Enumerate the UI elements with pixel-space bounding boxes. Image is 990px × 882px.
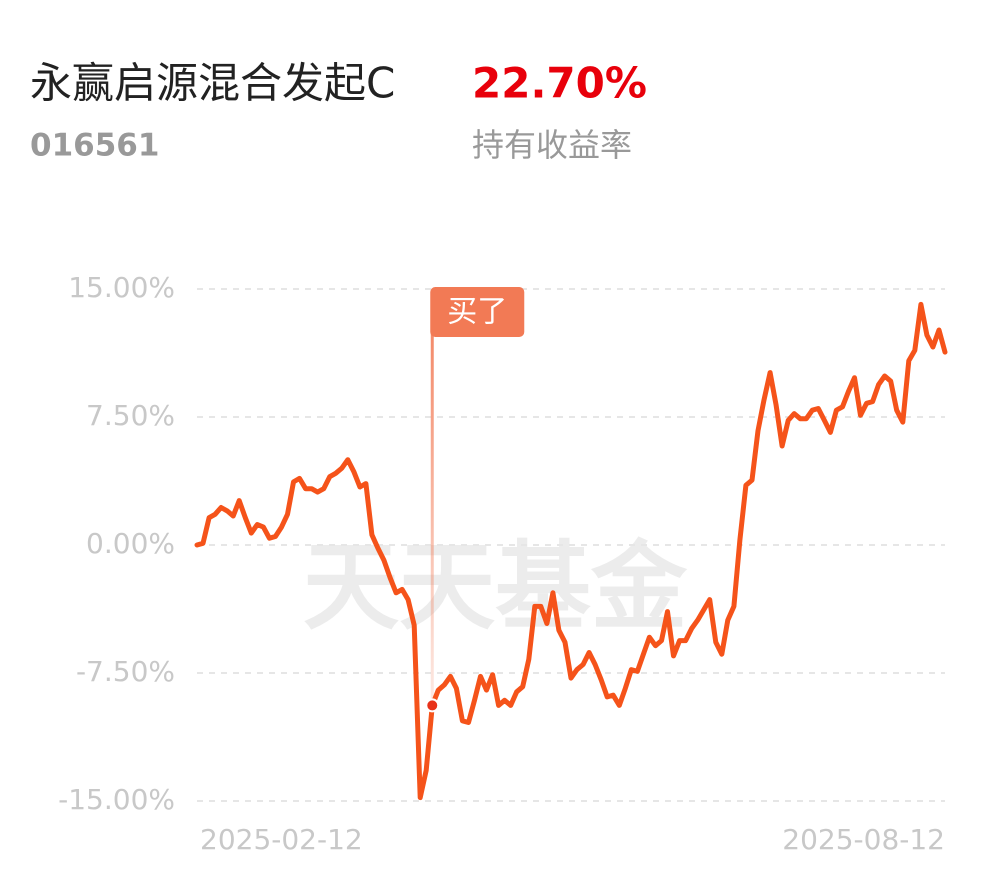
y-tick-label: -7.50% — [76, 655, 175, 688]
y-tick-label: 15.00% — [68, 271, 175, 304]
fund-code: 016561 — [30, 128, 159, 164]
watermark: 天天基金 — [303, 530, 688, 643]
return-value: 22.70% — [472, 59, 647, 108]
buy-line — [430, 320, 434, 706]
buy-point — [425, 698, 440, 713]
x-tick-label: 2025-08-12 — [782, 823, 945, 856]
buy-tag-label: 买了 — [447, 295, 507, 330]
x-tick-label: 2025-02-12 — [200, 823, 363, 856]
line — [194, 301, 948, 801]
y-tick-label: 7.50% — [86, 399, 175, 432]
buy-tag — [430, 287, 525, 337]
y-tick-label: -15.00% — [58, 783, 175, 816]
y-tick-label: 0.00% — [86, 527, 175, 560]
return-label: 持有收益率 — [472, 126, 632, 164]
fund-title: 永赢启源混合发起C — [30, 59, 395, 108]
